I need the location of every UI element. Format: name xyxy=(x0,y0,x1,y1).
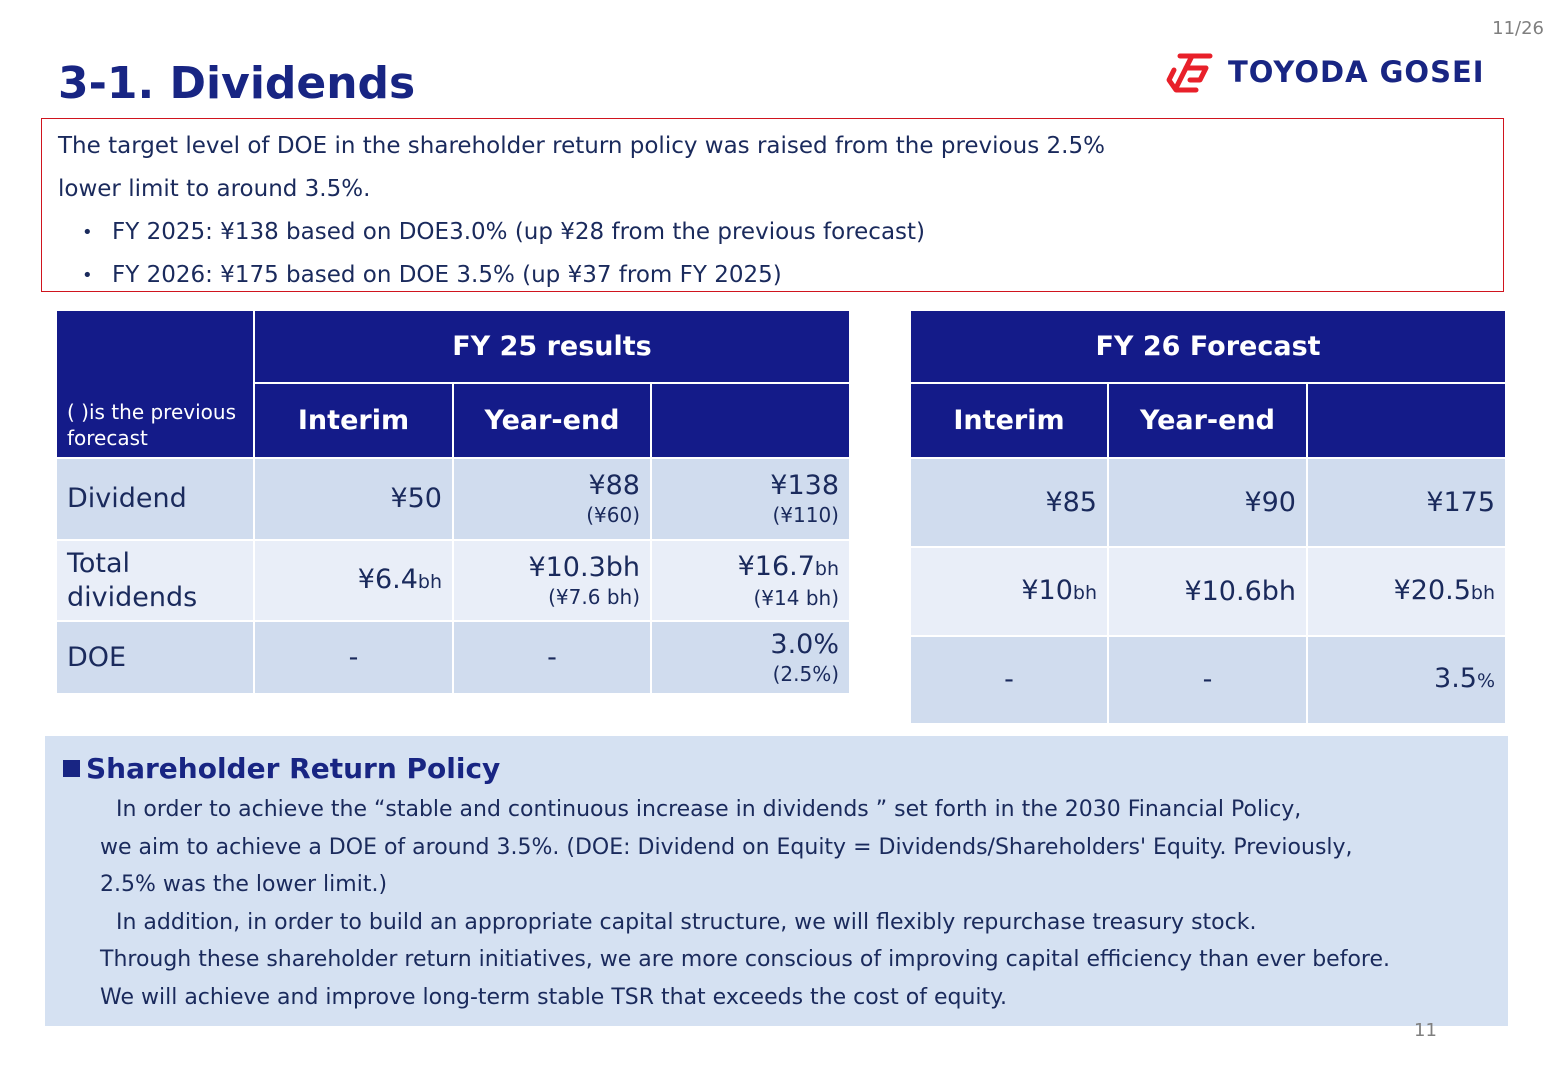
previous-forecast-note: ( )is the previous forecast xyxy=(55,309,255,459)
table-row-dividend: Dividend ¥50 ¥88 (¥60) ¥138 (¥110) xyxy=(55,457,851,541)
cell-value: - xyxy=(253,620,454,695)
table-row-total-dividends: ¥10bh ¥10.6bh ¥20.5bh xyxy=(909,546,1508,637)
table-row-total-dividends: Total dividends ¥6.4bh ¥10.3bh (¥7.6 bh)… xyxy=(55,539,851,622)
cell-value: 3.5% xyxy=(1305,635,1508,725)
cell-value: - xyxy=(452,620,652,695)
cell-value: - xyxy=(909,635,1109,725)
row-label: Dividend xyxy=(55,457,255,541)
col-interim: Interim xyxy=(253,382,454,459)
summary-line: The target level of DOE in the sharehold… xyxy=(58,133,1105,159)
previous-value: (¥110) xyxy=(772,503,839,527)
cell-value: - xyxy=(1107,635,1308,725)
value: ¥10.3bh xyxy=(528,551,640,583)
value: 3.0% xyxy=(770,628,839,660)
policy-line: In addition, in order to build an approp… xyxy=(116,909,1257,935)
summary-bullet: • FY 2025: ¥138 based on DOE3.0% (up ¥28… xyxy=(82,211,1503,254)
bullet-icon: • xyxy=(82,265,93,286)
summary-line: lower limit to around 3.5%. xyxy=(58,176,371,202)
cell-value: ¥6.4bh xyxy=(253,539,454,622)
page-title: 3-1. Dividends xyxy=(58,58,416,109)
fy25-results-table: ( )is the previous forecast FY 25 result… xyxy=(55,309,851,695)
cell-value: ¥10.6bh xyxy=(1107,546,1308,637)
policy-line: Through these shareholder return initiat… xyxy=(100,947,1391,972)
cell-value: ¥138 (¥110) xyxy=(650,457,851,541)
fy25-group-header: FY 25 results xyxy=(253,309,851,384)
row-label: DOE xyxy=(55,620,255,695)
policy-heading: Shareholder Return Policy xyxy=(63,752,1508,785)
policy-line: 2.5% was the lower limit.) xyxy=(100,872,388,897)
table-row-dividend: ¥85 ¥90 ¥175 xyxy=(909,457,1508,548)
value: ¥138 xyxy=(770,470,839,501)
cell-value: ¥20.5bh xyxy=(1305,546,1508,637)
policy-line: we aim to achieve a DOE of around 3.5%. … xyxy=(100,834,1353,860)
unit: bh xyxy=(814,557,839,580)
unit: % xyxy=(1476,670,1496,692)
square-bullet-icon xyxy=(63,760,80,777)
value: ¥88 xyxy=(588,470,640,501)
policy-line: We will achieve and improve long-term st… xyxy=(100,984,1008,1010)
unit: bh xyxy=(417,570,442,593)
policy-heading-text: Shareholder Return Policy xyxy=(86,752,501,785)
policy-line: In order to achieve the “stable and cont… xyxy=(116,797,1302,822)
value: ¥20.5 xyxy=(1393,574,1471,606)
page-number: 11 xyxy=(1414,1020,1437,1041)
cell-value: ¥85 xyxy=(909,457,1109,548)
col-total xyxy=(650,382,851,459)
unit: bh xyxy=(1072,581,1097,604)
summary-bullet: • FY 2026: ¥175 based on DOE 3.5% (up ¥3… xyxy=(82,254,1503,297)
previous-value: (¥7.6 bh) xyxy=(548,584,640,609)
value: ¥16.7 xyxy=(737,550,815,582)
fy26-group-header: FY 26 Forecast xyxy=(908,309,1508,384)
cell-value: ¥16.7bh (¥14 bh) xyxy=(650,539,851,622)
col-total xyxy=(1305,382,1508,459)
row-label: Total dividends xyxy=(55,539,255,622)
cell-value: ¥10bh xyxy=(909,546,1109,637)
bullet-text: FY 2026: ¥175 based on DOE 3.5% (up ¥37 … xyxy=(112,262,782,288)
shareholder-return-policy-box: Shareholder Return Policy In order to ac… xyxy=(45,736,1508,1026)
value: 3.5 xyxy=(1434,663,1477,694)
cell-value: ¥90 xyxy=(1107,457,1308,548)
company-logo: TOYODA GOSEI xyxy=(1166,50,1485,94)
bullet-icon: • xyxy=(82,222,93,243)
previous-value: (¥60) xyxy=(586,503,640,527)
table-row-doe: - - 3.5% xyxy=(909,635,1508,725)
bullet-text: FY 2025: ¥138 based on DOE3.0% (up ¥28 f… xyxy=(112,219,926,245)
row-label-line: Total xyxy=(67,547,131,579)
cell-value: ¥88 (¥60) xyxy=(452,457,652,541)
table-row-doe: DOE - - 3.0% (2.5%) xyxy=(55,620,851,695)
summary-box: The target level of DOE in the sharehold… xyxy=(41,118,1504,292)
col-interim: Interim xyxy=(909,382,1109,459)
previous-value: (¥14 bh) xyxy=(753,585,839,610)
value: ¥10 xyxy=(1021,574,1073,606)
toyoda-gosei-logo-icon xyxy=(1166,53,1213,93)
cell-value: 3.0% (2.5%) xyxy=(650,620,851,695)
col-yearend: Year-end xyxy=(1107,382,1308,459)
row-label-line: dividends xyxy=(67,581,198,613)
value: ¥6.4 xyxy=(357,563,418,595)
fy26-forecast-table: FY 26 Forecast Interim Year-end ¥85 ¥90 … xyxy=(908,309,1508,725)
col-yearend: Year-end xyxy=(452,382,652,459)
logo-wordmark: TOYODA GOSEI xyxy=(1228,55,1485,89)
cell-value: ¥50 xyxy=(253,457,454,541)
page-indicator: 11/26 xyxy=(1492,18,1544,39)
previous-value: (2.5%) xyxy=(772,661,839,686)
unit: bh xyxy=(1470,581,1496,604)
cell-value: ¥175 xyxy=(1305,457,1508,548)
cell-value: ¥10.3bh (¥7.6 bh) xyxy=(452,539,652,622)
